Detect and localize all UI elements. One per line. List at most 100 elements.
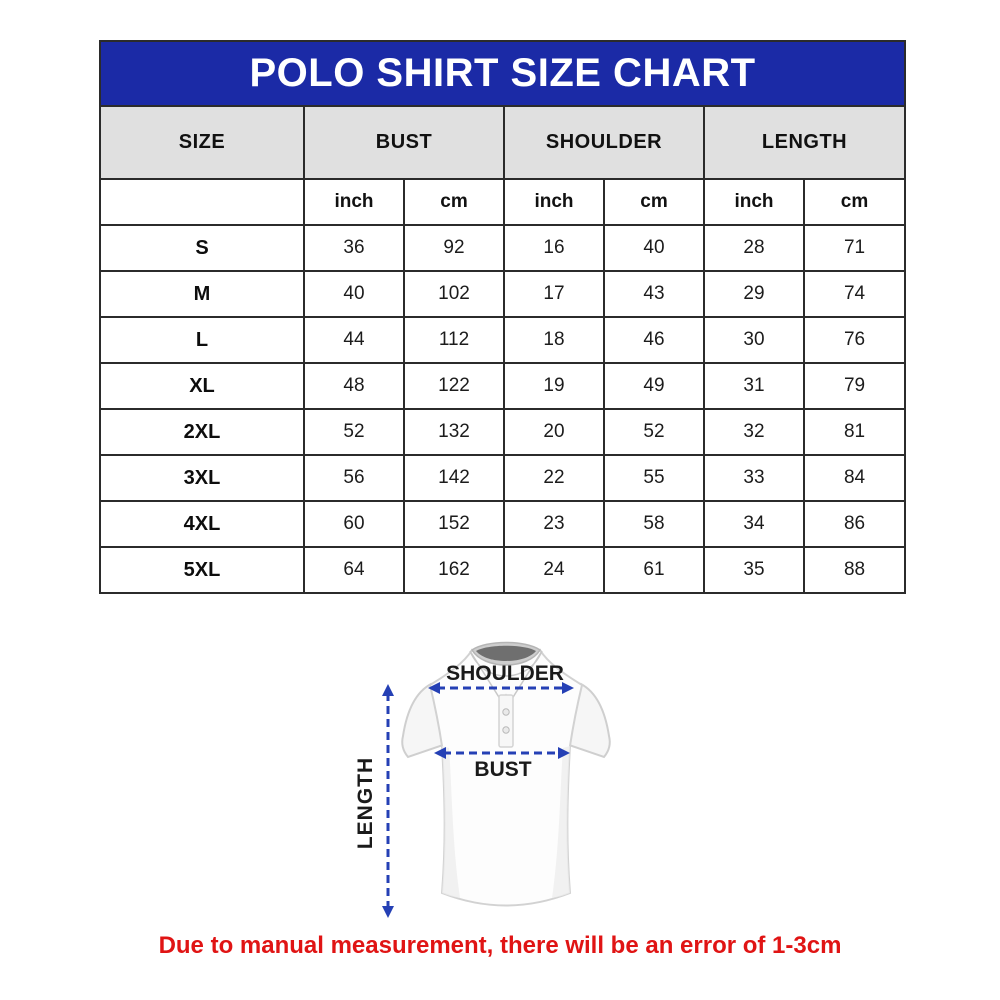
size-value: 55 <box>603 454 705 502</box>
size-value: 132 <box>403 408 505 456</box>
size-value: 92 <box>403 224 505 272</box>
size-value: 79 <box>802 362 907 410</box>
size-value: 49 <box>603 362 705 410</box>
row-size-label: XL <box>99 362 305 410</box>
size-value: 30 <box>703 316 805 364</box>
shirt-shading-left <box>442 746 460 898</box>
shirt-shading-right <box>552 746 570 898</box>
table-row: XL 48 122 19 49 31 79 <box>99 362 907 410</box>
size-value: 60 <box>303 500 405 548</box>
unit-header-empty <box>99 178 305 226</box>
size-value: 34 <box>703 500 805 548</box>
title-row: POLO SHIRT SIZE CHART <box>98 40 907 107</box>
size-value: 31 <box>703 362 805 410</box>
size-value: 102 <box>403 270 505 318</box>
collar-inner-shadow <box>476 645 536 661</box>
polo-shirt-illustration: SHOULDER BUST LENGTH <box>354 641 611 918</box>
size-value: 122 <box>403 362 505 410</box>
size-value: 43 <box>603 270 705 318</box>
size-value: 19 <box>503 362 605 410</box>
row-size-label: 4XL <box>99 500 305 548</box>
size-value: 28 <box>703 224 805 272</box>
size-value: 76 <box>802 316 907 364</box>
size-value: 84 <box>802 454 907 502</box>
size-value: 36 <box>303 224 405 272</box>
placket <box>498 694 514 748</box>
size-value: 17 <box>503 270 605 318</box>
size-value: 29 <box>703 270 805 318</box>
button-bottom <box>502 726 510 734</box>
size-chart-table-wrap: POLO SHIRT SIZE CHART SIZE BUST SHOULDER… <box>98 40 907 594</box>
col-header-bust: BUST <box>303 105 505 180</box>
size-value: 46 <box>603 316 705 364</box>
size-value: 74 <box>802 270 907 318</box>
size-value: 71 <box>802 224 907 272</box>
table-row: 3XL 56 142 22 55 33 84 <box>99 454 907 502</box>
size-value: 58 <box>603 500 705 548</box>
table-row: M 40 102 17 43 29 74 <box>99 270 907 318</box>
size-value: 32 <box>703 408 805 456</box>
unit-header-shoulder-inch: inch <box>503 178 605 226</box>
row-size-label: M <box>99 270 305 318</box>
size-value: 56 <box>303 454 405 502</box>
unit-header-length-inch: inch <box>703 178 805 226</box>
unit-header-shoulder-cm: cm <box>603 178 705 226</box>
size-value: 52 <box>303 408 405 456</box>
size-value: 52 <box>603 408 705 456</box>
length-arrowhead-bottom <box>382 906 394 918</box>
bust-arrowhead-right <box>558 747 570 759</box>
size-value: 86 <box>802 500 907 548</box>
bust-label: BUST <box>474 758 531 781</box>
row-size-label: L <box>99 316 305 364</box>
row-size-label: 2XL <box>99 408 305 456</box>
size-value: 112 <box>403 316 505 364</box>
unit-header-length-cm: cm <box>802 178 907 226</box>
size-value: 88 <box>802 546 907 594</box>
row-size-label: 5XL <box>99 546 305 594</box>
size-value: 152 <box>403 500 505 548</box>
size-value: 33 <box>703 454 805 502</box>
table-row: 5XL 64 162 24 61 35 88 <box>99 546 907 594</box>
col-header-size: SIZE <box>99 105 305 180</box>
shoulder-arrowhead-left <box>428 682 440 694</box>
col-header-shoulder: SHOULDER <box>503 105 705 180</box>
table-row: 2XL 52 132 20 52 32 81 <box>99 408 907 456</box>
length-arrowhead-top <box>382 684 394 696</box>
size-value: 81 <box>802 408 907 456</box>
table-row: L 44 112 18 46 30 76 <box>99 316 907 364</box>
table-row: S 36 92 16 40 28 71 <box>99 224 907 272</box>
unit-header-row: inch cm inch cm inch cm <box>99 178 907 226</box>
size-value: 16 <box>503 224 605 272</box>
shoulder-label: SHOULDER <box>446 662 564 685</box>
size-value: 23 <box>503 500 605 548</box>
size-value: 40 <box>603 224 705 272</box>
table-title: POLO SHIRT SIZE CHART <box>98 40 907 107</box>
size-value: 18 <box>503 316 605 364</box>
size-value: 142 <box>403 454 505 502</box>
col-header-length: LENGTH <box>702 105 907 180</box>
size-table-body: S 36 92 16 40 28 71 M 40 102 17 43 29 74 L 44 112 18 46 30 7… <box>99 224 907 594</box>
size-value: 20 <box>503 408 605 456</box>
size-value: 64 <box>303 546 405 594</box>
collar-flaps <box>469 650 543 704</box>
polo-shirt-diagram: SHOULDER BUST LENGTH <box>348 638 663 940</box>
row-size-label: 3XL <box>99 454 305 502</box>
size-value: 162 <box>403 546 505 594</box>
button-top <box>502 708 510 716</box>
unit-header-bust-inch: inch <box>303 178 405 226</box>
row-size-label: S <box>99 224 305 272</box>
size-value: 44 <box>303 316 405 364</box>
size-chart-table: POLO SHIRT SIZE CHART SIZE BUST SHOULDER… <box>98 40 907 594</box>
table-row: 4XL 60 152 23 58 34 86 <box>99 500 907 548</box>
bust-arrowhead-left <box>434 747 446 759</box>
shoulder-arrowhead-right <box>562 682 574 694</box>
size-value: 61 <box>603 546 705 594</box>
group-header-row: SIZE BUST SHOULDER LENGTH <box>99 105 907 180</box>
size-value: 24 <box>503 546 605 594</box>
size-value: 40 <box>303 270 405 318</box>
size-value: 22 <box>503 454 605 502</box>
size-value: 35 <box>703 546 805 594</box>
size-value: 48 <box>303 362 405 410</box>
measurement-note: Due to manual measurement, there will be… <box>158 932 842 959</box>
